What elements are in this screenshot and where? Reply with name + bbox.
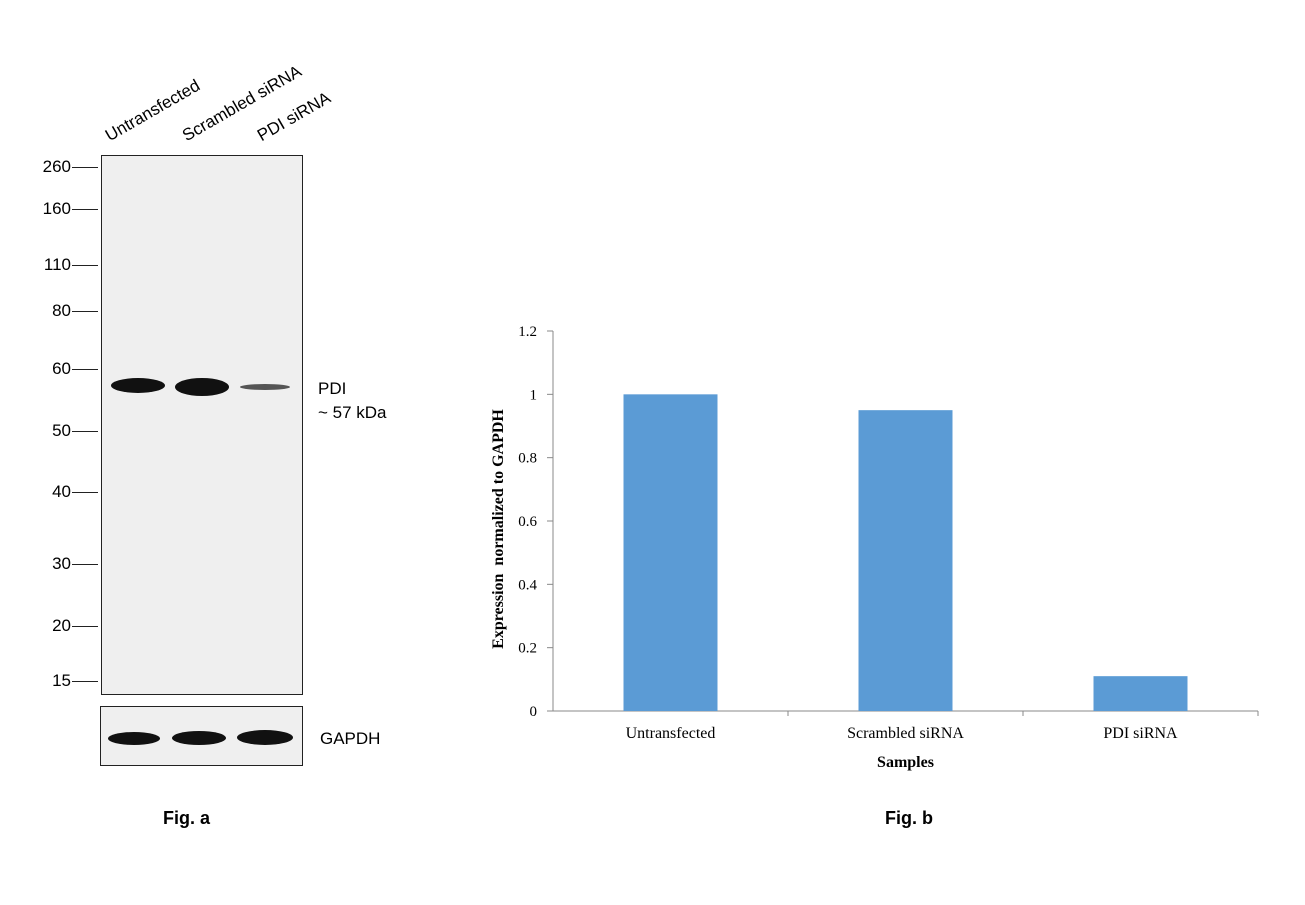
mw-tick-80 — [72, 311, 98, 312]
bar — [1093, 676, 1188, 711]
y-axis-title: Expression normalized to GAPDH — [490, 409, 507, 649]
mw-tick-160 — [72, 209, 98, 210]
target-size-label: ~ 57 kDa — [318, 403, 387, 422]
mw-tick-40 — [72, 492, 98, 493]
y-tick-label: 1.2 — [518, 324, 537, 340]
band-pdi-scrambled-sirna — [175, 378, 229, 396]
mw-tick-110 — [72, 265, 98, 266]
mw-marker-30: 30 — [52, 554, 71, 573]
y-tick-label: 0.2 — [518, 641, 537, 657]
mw-tick-30 — [72, 564, 98, 565]
mw-tick-15 — [72, 681, 98, 682]
mw-tick-260 — [72, 167, 98, 168]
mw-marker-110: 110 — [43, 255, 71, 274]
blot-panel-main — [101, 155, 303, 695]
band-gapdh-scrambled-sirna — [172, 731, 226, 745]
mw-marker-80: 80 — [52, 301, 71, 320]
band-gapdh-untransfected — [108, 732, 160, 745]
band-pdi-untransfected — [111, 378, 165, 393]
mw-marker-15: 15 — [52, 671, 71, 690]
x-category-label: Scrambled siRNA — [847, 725, 964, 742]
loading-control-label: GAPDH — [320, 729, 381, 748]
y-tick-label: 0.4 — [518, 577, 537, 593]
mw-marker-40: 40 — [52, 482, 71, 501]
band-gapdh-pdi-sirna — [237, 730, 293, 745]
mw-marker-20: 20 — [52, 616, 71, 635]
mw-tick-60 — [72, 369, 98, 370]
mw-marker-160: 160 — [42, 199, 71, 218]
x-category-label: Untransfected — [626, 725, 716, 742]
mw-marker-260: 260 — [42, 157, 71, 176]
mw-marker-50: 50 — [52, 421, 71, 440]
bar — [858, 410, 953, 711]
x-axis-title: Samples — [877, 754, 934, 771]
y-tick-label: 0.8 — [518, 451, 537, 467]
mw-tick-20 — [72, 626, 98, 627]
y-tick-label: 0 — [530, 704, 538, 720]
figure-a-caption: Fig. a — [163, 808, 211, 828]
band-pdi-pdi-sirna — [240, 384, 290, 390]
x-category-label: PDI siRNA — [1103, 725, 1178, 742]
bar — [623, 394, 718, 711]
y-tick-label: 0.6 — [518, 514, 537, 530]
target-label-pdi: PDI — [318, 379, 347, 398]
mw-marker-60: 60 — [52, 359, 71, 378]
y-tick-label: 1 — [530, 387, 538, 403]
blot-panel-gapdh — [100, 706, 303, 766]
mw-tick-50 — [72, 431, 98, 432]
figure-b-caption: Fig. b — [885, 808, 933, 828]
